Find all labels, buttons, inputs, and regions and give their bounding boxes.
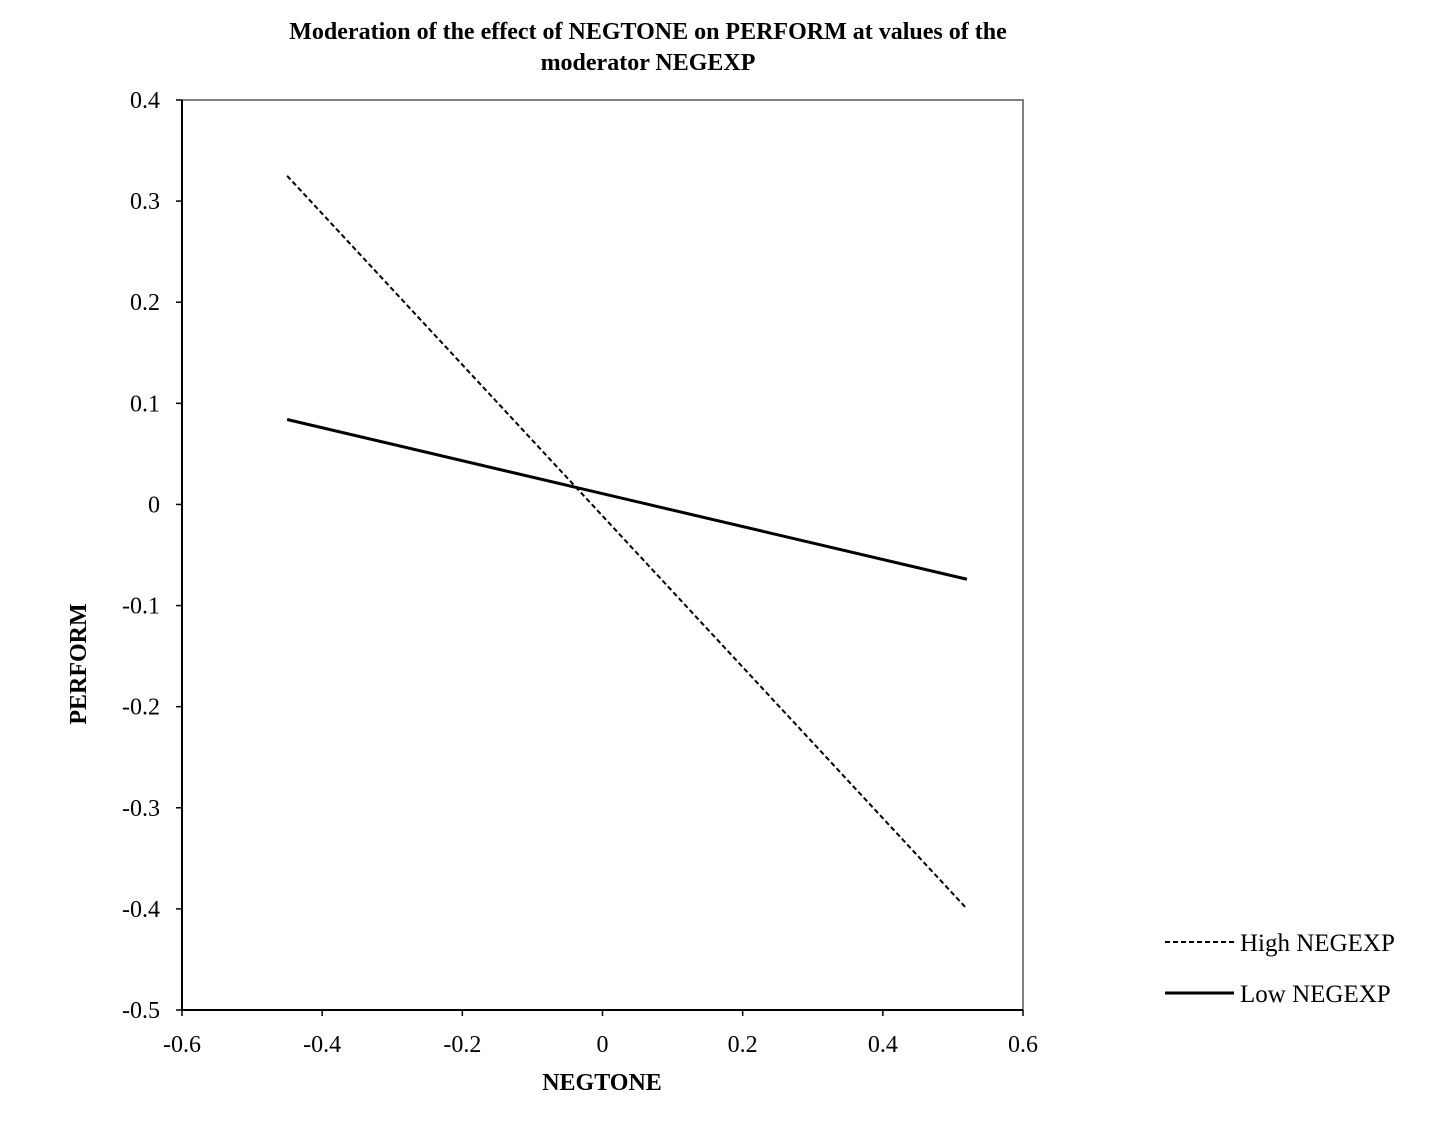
chart-title-line-1: Moderation of the effect of NEGTONE on P… xyxy=(289,19,1007,45)
y-tick-label: -0.3 xyxy=(122,796,160,822)
x-tick-label: -0.4 xyxy=(303,1032,341,1058)
x-axis-title: NEGTONE xyxy=(542,1070,662,1096)
y-axis-title: PERFORM xyxy=(66,603,92,724)
y-tick-label: -0.5 xyxy=(122,998,160,1024)
x-tick-label: 0.6 xyxy=(1008,1032,1038,1058)
x-tick-label: 0 xyxy=(597,1032,609,1058)
y-tick-label: 0.4 xyxy=(130,88,160,114)
x-tick-label: 0.4 xyxy=(868,1032,898,1058)
series-line-low-negexp xyxy=(286,418,968,581)
y-tick-label: 0.3 xyxy=(130,189,160,215)
x-tick-label: 0.2 xyxy=(728,1032,758,1058)
legend: High NEGEXP Low NEGEXP xyxy=(1165,930,1395,1008)
y-tick-label: 0 xyxy=(148,492,160,518)
y-tick-label: -0.4 xyxy=(122,897,160,923)
y-ticks: 0.4 0.3 0.2 0.1 0 -0.1 -0.2 -0.3 -0.4 -0.5 xyxy=(122,88,182,1024)
plot-frame xyxy=(181,99,1024,1011)
chart-title-line-2: moderator NEGEXP xyxy=(541,50,756,76)
legend-label: Low NEGEXP xyxy=(1240,981,1391,1008)
y-tick-label: 0.2 xyxy=(130,290,160,316)
y-tick-label: 0.1 xyxy=(130,391,160,417)
x-tick-label: -0.2 xyxy=(443,1032,481,1058)
x-ticks: -0.6 -0.4 -0.2 0 0.2 0.4 0.6 xyxy=(163,1010,1038,1058)
series-lines xyxy=(286,175,968,910)
x-tick-label: -0.6 xyxy=(163,1032,201,1058)
y-tick-label: -0.2 xyxy=(122,695,160,721)
legend-label: High NEGEXP xyxy=(1240,930,1395,957)
y-tick-label: -0.1 xyxy=(122,594,160,620)
series-line-high-negexp xyxy=(286,175,968,910)
